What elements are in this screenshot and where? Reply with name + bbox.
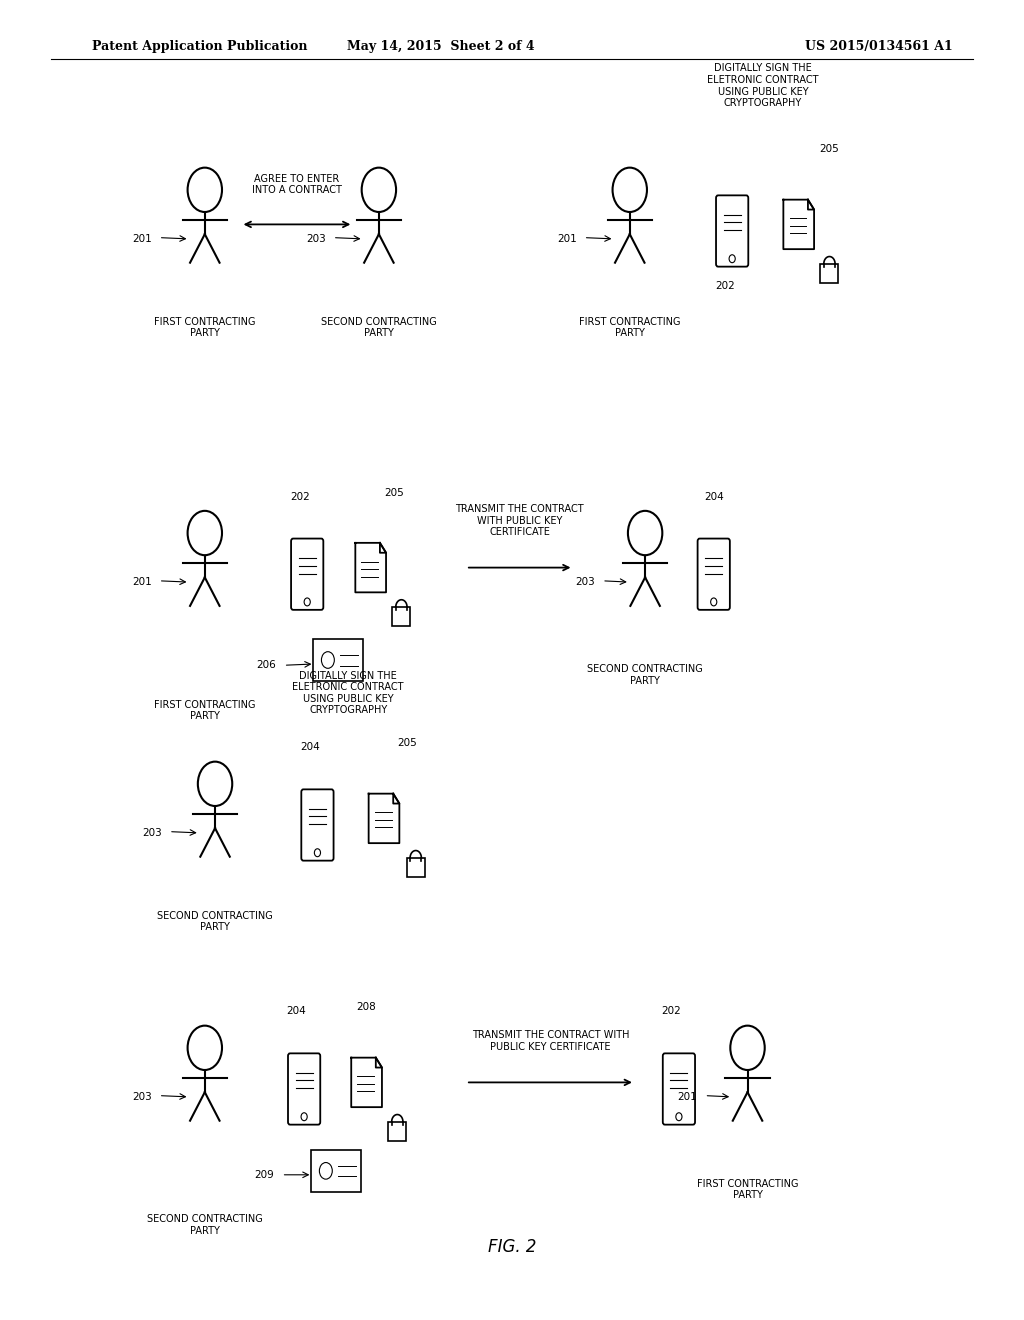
Text: 204: 204 [300,742,319,752]
Text: FIRST CONTRACTING
PARTY: FIRST CONTRACTING PARTY [154,317,256,338]
Text: TRANSMIT THE CONTRACT
WITH PUBLIC KEY
CERTIFICATE: TRANSMIT THE CONTRACT WITH PUBLIC KEY CE… [456,504,584,537]
Text: 202: 202 [662,1006,681,1016]
Text: SECOND CONTRACTING
PARTY: SECOND CONTRACTING PARTY [587,664,703,685]
Text: FIRST CONTRACTING
PARTY: FIRST CONTRACTING PARTY [154,700,256,721]
Text: 201: 201 [132,234,152,244]
Text: 204: 204 [705,491,724,502]
Text: FIRST CONTRACTING
PARTY: FIRST CONTRACTING PARTY [696,1179,799,1200]
Text: 209: 209 [255,1170,274,1180]
Text: SECOND CONTRACTING
PARTY: SECOND CONTRACTING PARTY [321,317,437,338]
Text: 203: 203 [132,1092,152,1102]
Text: 204: 204 [287,1006,306,1016]
Text: Patent Application Publication: Patent Application Publication [92,40,307,53]
Text: DIGITALLY SIGN THE
ELETRONIC CONTRACT
USING PUBLIC KEY
CRYPTOGRAPHY: DIGITALLY SIGN THE ELETRONIC CONTRACT US… [708,63,818,108]
Text: May 14, 2015  Sheet 2 of 4: May 14, 2015 Sheet 2 of 4 [346,40,535,53]
Text: TRANSMIT THE CONTRACT WITH
PUBLIC KEY CERTIFICATE: TRANSMIT THE CONTRACT WITH PUBLIC KEY CE… [472,1031,629,1052]
Text: US 2015/0134561 A1: US 2015/0134561 A1 [805,40,952,53]
Text: 202: 202 [715,281,734,292]
Text: 201: 201 [678,1092,697,1102]
Text: 203: 203 [306,234,326,244]
Text: FIRST CONTRACTING
PARTY: FIRST CONTRACTING PARTY [579,317,681,338]
Text: 203: 203 [142,828,162,838]
Text: SECOND CONTRACTING
PARTY: SECOND CONTRACTING PARTY [157,911,273,932]
Text: 206: 206 [257,660,276,671]
Text: 202: 202 [290,491,309,502]
Text: 205: 205 [384,487,403,498]
Text: SECOND CONTRACTING
PARTY: SECOND CONTRACTING PARTY [146,1214,263,1236]
Text: 208: 208 [356,1002,376,1012]
Text: 205: 205 [397,738,417,748]
Text: 205: 205 [819,144,839,154]
Text: 201: 201 [132,577,152,587]
Text: DIGITALLY SIGN THE
ELETRONIC CONTRACT
USING PUBLIC KEY
CRYPTOGRAPHY: DIGITALLY SIGN THE ELETRONIC CONTRACT US… [293,671,403,715]
Text: 203: 203 [575,577,595,587]
Text: 201: 201 [557,234,577,244]
Text: FIG. 2: FIG. 2 [487,1238,537,1257]
Text: AGREE TO ENTER
INTO A CONTRACT: AGREE TO ENTER INTO A CONTRACT [252,174,342,195]
